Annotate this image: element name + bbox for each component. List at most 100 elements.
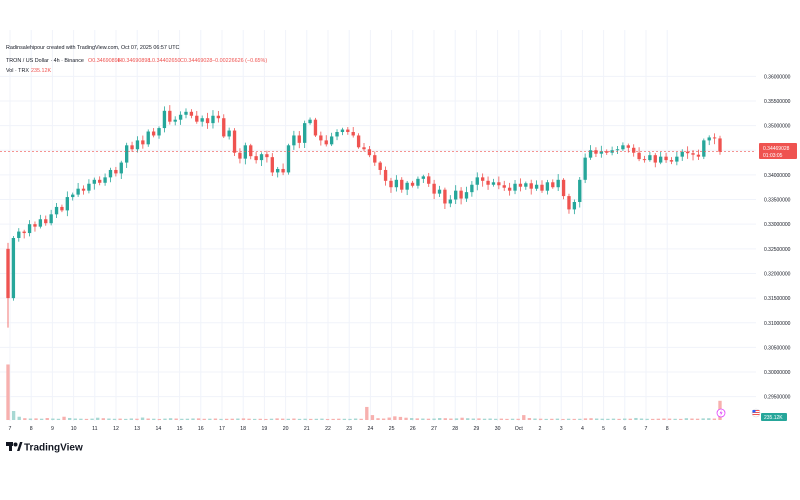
candle-body [189, 111, 194, 116]
volume-bar [84, 418, 89, 420]
volume-bar [522, 415, 526, 420]
volume-bar [488, 418, 492, 420]
volume-bar [494, 418, 498, 420]
candle-body [567, 196, 571, 210]
y-axis[interactable]: 0.360000000.355000000.350000000.34500000… [764, 74, 791, 400]
volume-bar [152, 418, 156, 420]
volume-bar [449, 418, 453, 420]
volume-bar [348, 418, 352, 420]
candle-body [599, 151, 604, 154]
candle-body [222, 118, 226, 137]
x-axis[interactable]: 7 8 9 10 11 12 13 14 15 16 17 18 19 20 21 22 23 24 25 26 27 2… [9, 426, 669, 432]
x-tick-label: 14 [156, 426, 162, 432]
x-tick-label: 26 [410, 426, 416, 432]
x-tick-label: 17 [219, 426, 225, 432]
volume-bar [712, 418, 717, 420]
x-tick-label: 12 [113, 426, 119, 432]
candle-body [130, 145, 134, 150]
candle-body [22, 231, 26, 234]
y-tick-label: 0.34000000 [764, 173, 791, 179]
x-tick-label: 27 [431, 426, 437, 432]
candle-body [286, 145, 291, 173]
volume-bar [359, 418, 363, 420]
y-tick-label: 0.35000000 [764, 124, 791, 130]
volume-bar [129, 418, 134, 420]
candle-body [346, 129, 350, 133]
volume-bar [314, 418, 319, 420]
candle-body [545, 182, 550, 191]
volume-bar [124, 418, 128, 420]
ohlc-close: C0.34469028 [180, 58, 212, 64]
candle-body [626, 145, 630, 148]
candle-body [561, 179, 566, 197]
x-tick-label: Oct [515, 426, 524, 432]
candle-body [49, 214, 53, 224]
candle-body [540, 184, 544, 191]
candle-body [340, 129, 345, 133]
ohlc-high: H0.34690898 [118, 58, 150, 64]
volume-bar [695, 418, 700, 420]
candle-body [173, 119, 177, 122]
candle-body [11, 237, 16, 299]
event-marker-icon[interactable] [716, 408, 726, 418]
volume-bar [140, 417, 145, 420]
us-flag-icon[interactable] [751, 408, 761, 418]
candle-body [421, 176, 426, 179]
candle-body [211, 115, 215, 124]
candle-body [195, 115, 199, 122]
symbol-title[interactable]: TRON / US Dollar · 4h · Binance [6, 58, 84, 64]
candle-body [319, 135, 323, 141]
x-tick-label: 8 [666, 426, 669, 432]
volume-bar [583, 418, 588, 420]
candle-body [270, 157, 274, 173]
x-tick-label: 21 [304, 426, 310, 432]
tradingview-logo-text: TradingView [24, 443, 83, 454]
candle-body [454, 190, 458, 200]
x-tick-label: 5 [602, 426, 605, 432]
tradingview-logo[interactable]: TradingView [6, 442, 83, 454]
candle-body [27, 224, 32, 234]
y-tick-label: 0.30000000 [764, 370, 791, 376]
volume-bar [639, 418, 644, 420]
attribution-text: Radinsalehipour created with TradingView… [6, 45, 180, 51]
volume-bar [269, 418, 274, 420]
volume-bar [505, 418, 509, 420]
candle-body [551, 182, 555, 188]
volume-bar [6, 364, 10, 420]
volume-bar [286, 418, 290, 420]
volume-bars [6, 364, 722, 420]
candle-body [491, 182, 496, 185]
x-tick-label: 3 [560, 426, 563, 432]
candle-body [707, 137, 711, 141]
candle-body [497, 182, 501, 186]
volume-bar [247, 418, 251, 420]
volume-bar [443, 418, 447, 420]
candle-body [92, 179, 96, 184]
y-tick-label: 0.29500000 [764, 395, 791, 401]
candle-body [108, 169, 113, 178]
candle-body [184, 111, 188, 115]
volume-bar [353, 418, 358, 420]
x-tick-label: 29 [474, 426, 480, 432]
candle-body [324, 140, 328, 145]
volume-label[interactable]: Vol · TRX [6, 68, 29, 74]
volume-bar [264, 418, 268, 420]
x-tick-label: 18 [240, 426, 246, 432]
bar-countdown: 01:03:05 [763, 153, 783, 159]
volume-bar [482, 418, 487, 420]
volume-bar [589, 418, 593, 420]
volume-bar [667, 418, 672, 420]
volume-bar [606, 418, 610, 420]
candle-body [200, 118, 204, 122]
candle-body [276, 168, 280, 173]
volume-bar [303, 418, 307, 420]
candle-body [76, 188, 80, 195]
volume-bar [376, 418, 380, 420]
volume-bar [275, 418, 279, 420]
candle-body [87, 183, 91, 191]
y-tick-label: 0.33500000 [764, 198, 791, 204]
volume-bar [196, 418, 201, 420]
volume-bar [516, 418, 520, 420]
candle-body [232, 130, 237, 153]
